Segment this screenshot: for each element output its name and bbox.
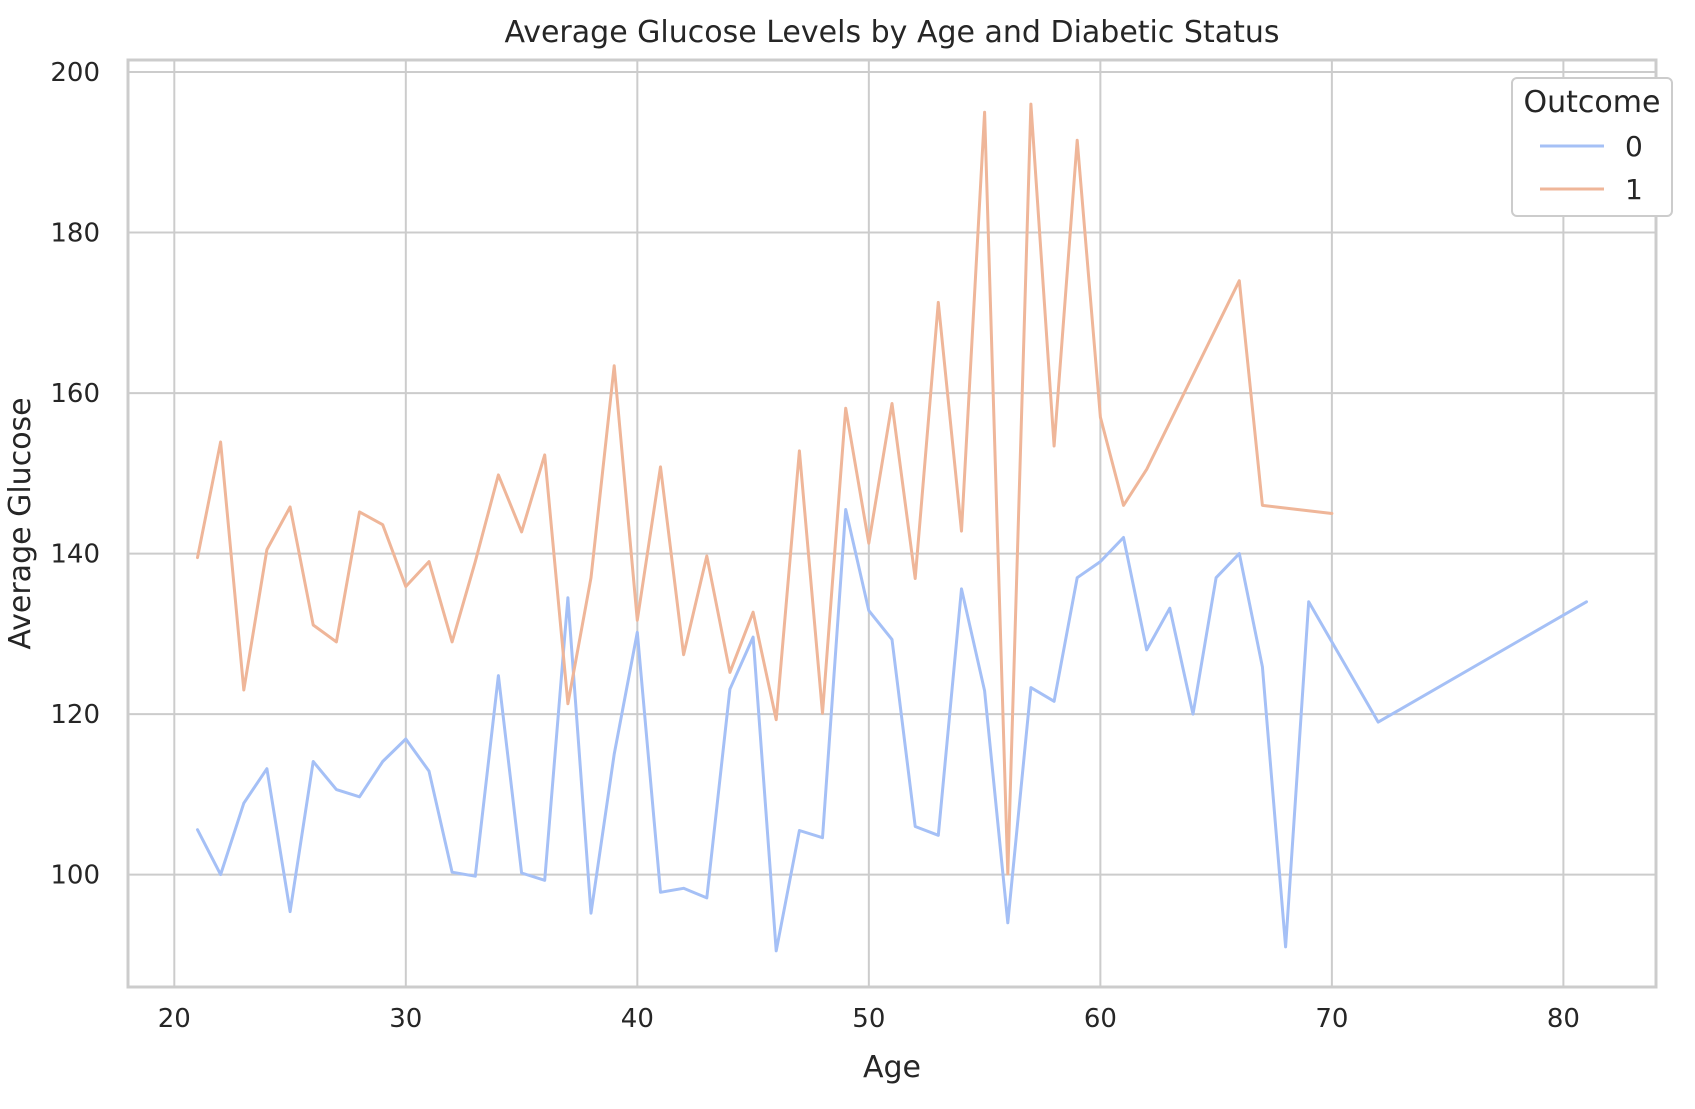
x-tick-label: 40 — [621, 1004, 654, 1034]
legend-entries: 01 — [1540, 130, 1643, 206]
x-tick-label: 30 — [389, 1004, 422, 1034]
y-tick-label: 200 — [50, 58, 100, 88]
grid — [128, 60, 1656, 987]
x-tick-label: 50 — [852, 1004, 885, 1034]
x-axis-label: Age — [863, 1050, 921, 1085]
tick-labels: 20 30 40 50 60 70 80 100 120 140 160 180 200 — [50, 58, 1580, 1034]
legend: Outcome 01 — [1511, 77, 1673, 217]
x-tick-label: 80 — [1547, 1004, 1580, 1034]
x-tick-label: 20 — [158, 1004, 191, 1034]
plot-frame — [126, 58, 1658, 989]
series-line-1 — [196, 102, 1334, 876]
y-axis-label: Average Glucose — [3, 397, 38, 649]
y-tick-label: 160 — [50, 379, 100, 409]
legend-title: Outcome — [1524, 85, 1661, 120]
x-tick-label: 70 — [1315, 1004, 1348, 1034]
legend-label-1: 1 — [1625, 173, 1643, 206]
x-tick-label: 60 — [1084, 1004, 1117, 1034]
y-tick-label: 140 — [50, 540, 100, 570]
chart-title: Average Glucose Levels by Age and Diabet… — [504, 15, 1279, 50]
y-tick-label: 120 — [50, 700, 100, 730]
y-tick-label: 180 — [50, 219, 100, 249]
legend-label-0: 0 — [1625, 130, 1643, 163]
y-tick-label: 100 — [50, 861, 100, 891]
series-line-0 — [196, 508, 1588, 953]
series-layer — [196, 102, 1588, 953]
